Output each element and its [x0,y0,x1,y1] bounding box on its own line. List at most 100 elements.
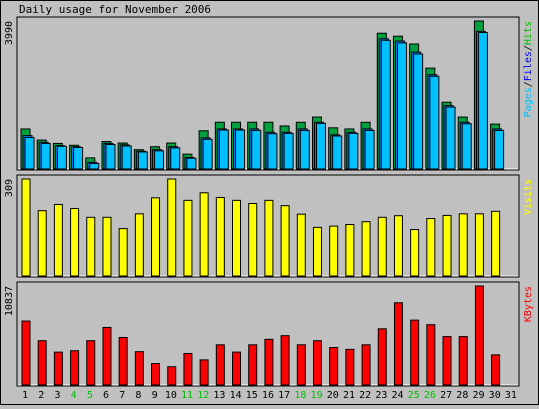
kbytes-bar [410,319,420,386]
pages-bar [283,132,294,170]
y-axis-label-part: Pages [523,87,534,117]
x-tick-label: 25 [408,390,420,401]
kbytes-bar [118,336,128,386]
kbytes-bar [329,347,339,386]
pages-bar [461,123,472,170]
kbytes-bar [183,352,193,386]
visits-bar [491,210,501,277]
x-tick-label: 11 [181,390,193,401]
pages-bar [186,157,197,170]
visits-bar [345,224,355,277]
pages-bar [121,145,132,170]
visits-bar [199,192,209,277]
x-tick-label: 19 [311,390,323,401]
pages-bar [40,142,51,170]
pages-bar [267,133,278,170]
y-max-label-3: 10837 [4,286,15,316]
kbytes-bar [86,340,96,386]
kbytes-bar [312,340,322,386]
kbytes-bar [296,344,306,386]
x-tick-label: 28 [456,390,468,401]
x-tick-label: 22 [359,390,371,401]
y-axis-label-part: Files [523,51,534,81]
kbytes-bar [151,363,161,386]
kbytes-bar [474,285,484,386]
visits-bar [134,213,144,277]
pages-bar [89,162,100,170]
x-tick-label: 5 [87,390,93,401]
kbytes-bar [167,366,177,386]
kbytes-bar [215,344,225,386]
x-tick-label: 23 [375,390,387,401]
visits-bar [280,205,290,277]
pages-bar [477,31,488,170]
visits-bar [361,221,371,277]
x-tick-label: 24 [392,390,404,401]
kbytes-bar [134,351,144,386]
x-tick-label: 27 [440,390,452,401]
kbytes-bar [361,344,371,386]
visits-bar [167,178,177,277]
pages-bar [315,122,326,170]
pages-bar [429,75,440,170]
visits-bar [393,215,403,277]
visits-bar [426,218,436,277]
visits-bar [70,208,80,277]
pages-bar [235,129,246,170]
pages-bar [170,147,181,170]
kbytes-bar [393,302,403,386]
kbytes-bar [458,336,468,386]
pages-bar [445,106,456,170]
y-axis-label-part: Hits [523,21,534,45]
pages-bar [251,129,262,170]
pages-bar [218,129,229,170]
pages-bar [137,151,148,170]
visits-bar [410,229,420,277]
visits-bar [329,225,339,277]
visits-bar [53,203,63,277]
y-max-label-2: 309 [4,179,15,197]
visits-bar [248,202,258,277]
x-tick-label: 14 [230,390,242,401]
pages-bar [73,146,84,170]
kbytes-bar [426,324,436,386]
x-tick-label: 30 [489,390,501,401]
x-tick-label: 20 [327,390,339,401]
x-tick-label: 9 [152,390,158,401]
kbytes-bar [53,351,63,386]
pages-bar [299,129,310,170]
x-tick-label: 29 [472,390,484,401]
visits-bar [118,228,128,277]
kbytes-bar [442,336,452,386]
chart-title: Daily usage for November 2006 [19,3,211,16]
x-tick-label: 10 [165,390,177,401]
pages-bar [56,145,67,170]
visits-bar [86,216,96,277]
pages-bar [24,136,35,170]
kbytes-bar [264,338,274,386]
y-axis-label-2: Visits [523,179,534,215]
x-tick-label: 4 [71,390,77,401]
visits-bar [151,197,161,277]
visits-bar [474,213,484,277]
visits-bar [102,216,112,277]
y-axis-label-part: / [523,45,534,51]
y-axis-label-1: Pages/Files/Hits [523,21,534,117]
kbytes-bar [199,359,209,386]
kbytes-bar [232,351,242,386]
x-tick-label: 21 [343,390,355,401]
y-axis-label-part: / [523,81,534,87]
kbytes-bar [377,328,387,386]
x-tick-label: 6 [103,390,109,401]
x-tick-label: 16 [262,390,274,401]
y-axis-label-3: KBytes [523,286,534,322]
visits-bar [296,213,306,277]
x-tick-label: 15 [246,390,258,401]
x-tick-label: 2 [38,390,44,401]
x-tick-label: 1 [22,390,28,401]
pages-bar [396,42,407,170]
visits-bar [215,197,225,277]
pages-bar [105,144,116,170]
